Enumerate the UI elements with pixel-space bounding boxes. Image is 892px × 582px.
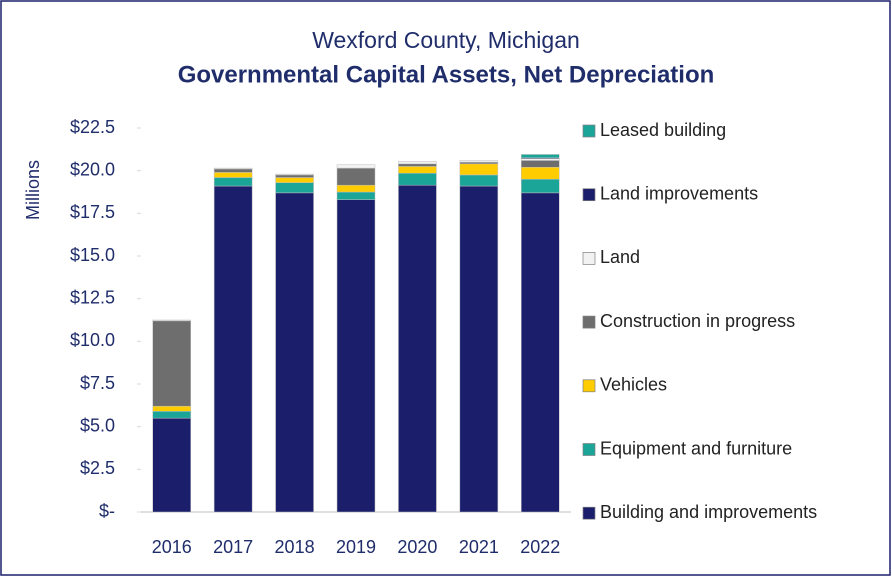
legend-label: Construction in progress <box>600 311 795 331</box>
bar-segment <box>521 158 560 161</box>
bar-segment <box>213 168 253 173</box>
bar-segment <box>398 166 437 174</box>
legend-swatch <box>582 252 596 265</box>
bar-segment <box>213 185 253 513</box>
bar-segment <box>398 172 437 186</box>
bar-segment <box>213 167 253 170</box>
bar-segment <box>459 160 499 163</box>
bar-segment <box>521 154 560 159</box>
y-tick-label: $2.5 <box>80 458 115 478</box>
bar-segment <box>152 417 191 513</box>
legend-label: Equipment and furniture <box>600 438 792 458</box>
x-tick-label: 2019 <box>336 537 376 557</box>
y-tick-label: $12.5 <box>70 287 115 307</box>
legend-swatch <box>582 124 596 138</box>
x-tick-label: 2022 <box>520 537 560 557</box>
y-tick-label: $5.0 <box>80 415 115 435</box>
y-tick-label: $20.0 <box>70 159 115 179</box>
bar-segment <box>521 192 560 513</box>
bar-segment <box>459 174 499 187</box>
chart-subtitle: Wexford County, Michigan <box>312 27 580 53</box>
bar-segment <box>275 174 314 178</box>
bar-segment <box>152 320 191 407</box>
bar-segment <box>521 160 560 168</box>
legend-label: Land <box>600 247 640 267</box>
bar-segment <box>275 192 314 513</box>
y-tick-label: $10.0 <box>70 330 115 350</box>
x-tick-label: 2018 <box>275 537 315 557</box>
bar-segment <box>521 178 560 194</box>
bar-segment <box>459 185 499 513</box>
bar-segment <box>275 173 314 176</box>
legend-swatch <box>582 506 596 520</box>
y-tick-label: $- <box>99 501 115 521</box>
legend-swatch <box>582 315 596 329</box>
bar-segment <box>336 164 376 169</box>
bar-segment <box>152 319 191 322</box>
bar-segment <box>336 199 376 513</box>
legend-label: Building and improvements <box>600 502 817 522</box>
bar-segment <box>275 182 314 194</box>
bar-segment <box>213 177 253 187</box>
bar-segment <box>152 411 191 419</box>
bar-segment <box>336 191 376 200</box>
bar-segment <box>336 184 376 193</box>
legend-label: Land improvements <box>600 183 758 203</box>
bar-segment <box>152 405 191 412</box>
y-tick-label: $15.0 <box>70 245 115 265</box>
legend-swatch <box>582 443 596 456</box>
legend-label: Leased building <box>600 120 726 140</box>
bar-segment <box>213 172 253 178</box>
bar-segment <box>459 163 499 176</box>
x-tick-label: 2021 <box>459 537 499 557</box>
bar-segment <box>336 167 376 186</box>
y-axis-label: Millions <box>23 160 43 220</box>
legend-swatch <box>582 188 596 202</box>
y-tick-label: $17.5 <box>70 202 115 222</box>
x-tick-label: 2017 <box>213 537 253 557</box>
y-tick-label: $22.5 <box>70 117 115 137</box>
x-tick-label: 2016 <box>152 537 192 557</box>
bar-segment <box>459 161 499 165</box>
legend-label: Vehicles <box>600 375 667 395</box>
bar-segment <box>398 184 437 513</box>
bar-segment <box>398 163 437 167</box>
bar-segment <box>275 177 314 183</box>
bar-segment <box>521 167 560 180</box>
y-tick-label: $7.5 <box>80 373 115 393</box>
x-tick-label: 2020 <box>397 537 437 557</box>
bar-segment <box>398 161 437 165</box>
legend-swatch <box>582 379 596 393</box>
chart-title: Governmental Capital Assets, Net Depreci… <box>178 61 715 88</box>
